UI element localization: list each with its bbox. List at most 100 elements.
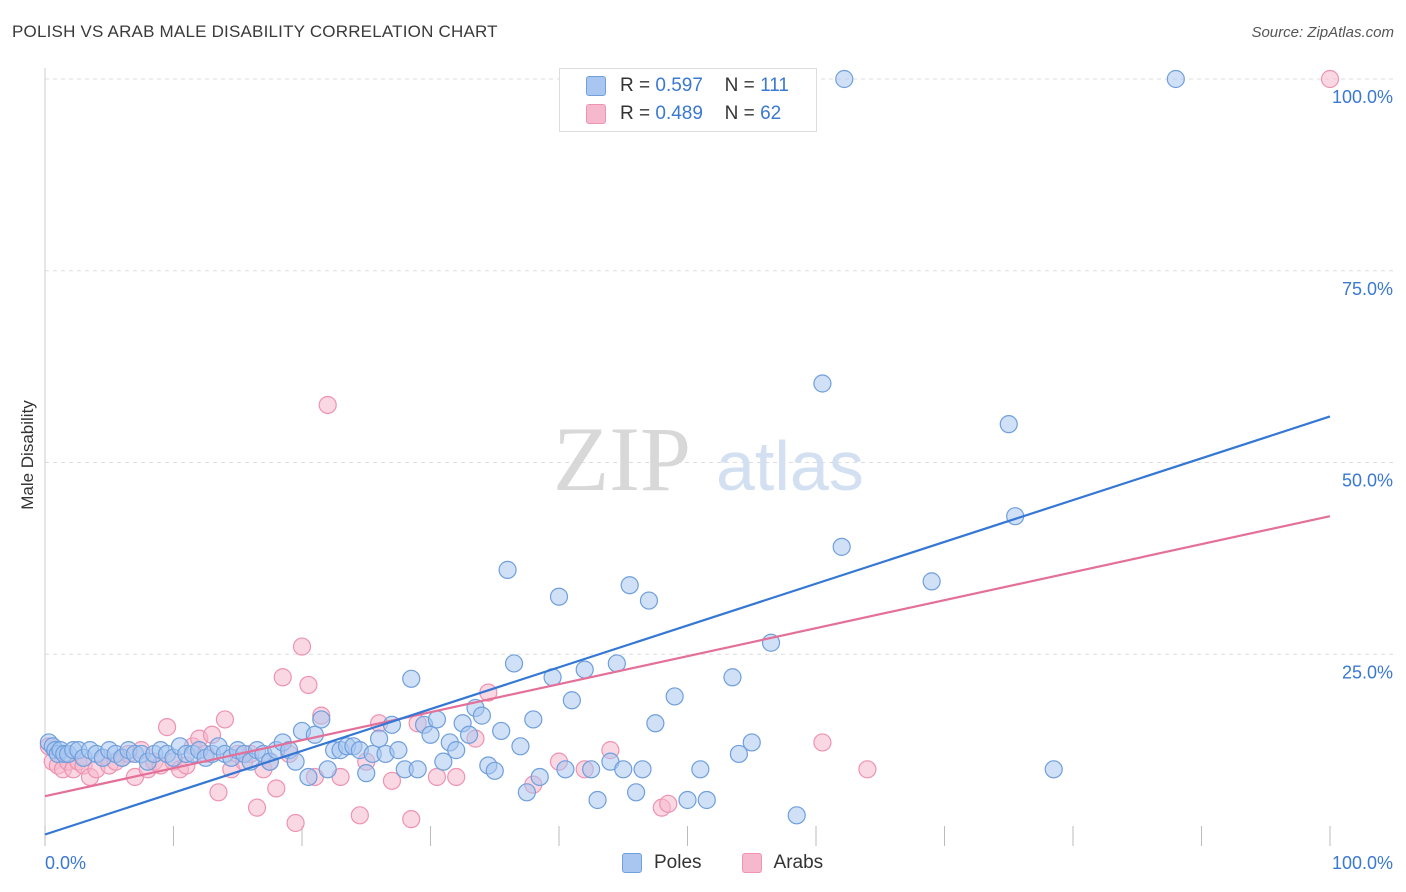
source-label: Source: ZipAtlas.com — [1251, 24, 1394, 41]
arabs-point — [157, 718, 177, 737]
x-tick-label: 0.0% — [45, 853, 86, 873]
poles-point — [646, 714, 665, 733]
poles-point — [922, 572, 941, 591]
poles-point — [459, 725, 479, 744]
poles-point — [357, 764, 376, 783]
poles-point — [312, 710, 331, 729]
poles-point — [582, 760, 601, 779]
arabs-n-value: 62 — [760, 103, 782, 124]
poles-point — [742, 733, 761, 752]
arabs-point — [1320, 69, 1340, 89]
poles-point — [511, 737, 530, 756]
arabs-point — [273, 668, 292, 687]
poles-point — [723, 668, 742, 687]
arabs-point — [299, 675, 318, 695]
poles-point — [639, 591, 659, 610]
arabs-point — [350, 806, 369, 825]
y-tick-label: 100.0% — [1332, 87, 1393, 107]
poles-point — [408, 760, 427, 779]
poles-point — [697, 790, 716, 810]
legend-item-arabs: Arabs — [741, 852, 824, 874]
poles-legend-label: Poles — [654, 852, 702, 873]
poles-point — [614, 760, 633, 779]
arabs-legend-label: Arabs — [773, 852, 824, 873]
poles-point — [678, 790, 697, 810]
series-poles — [39, 69, 1185, 825]
poles-trend-line — [44, 415, 1331, 836]
arabs-point — [447, 767, 466, 787]
arabs-point — [292, 637, 312, 656]
poles-point — [832, 537, 851, 556]
poles-point — [504, 654, 524, 673]
poles-point — [729, 744, 749, 764]
arabs-legend-swatch — [741, 853, 762, 873]
poles-point — [305, 725, 324, 744]
arabs-point — [247, 798, 267, 817]
arabs-trend-line — [44, 515, 1331, 798]
arabs-point — [659, 794, 678, 813]
r-label: R = — [620, 103, 651, 124]
poles-point — [421, 725, 440, 744]
poles-swatch — [586, 76, 606, 96]
legend-item-poles: Poles — [622, 852, 702, 874]
poles-point — [626, 783, 646, 802]
poles-point — [787, 806, 806, 825]
x-tick-label: 100.0% — [1332, 853, 1393, 873]
poles-point — [530, 767, 549, 787]
arabs-point — [318, 395, 337, 415]
poles-point — [318, 760, 337, 779]
poles-point — [1166, 69, 1185, 89]
poles-point — [485, 761, 504, 780]
r-label: R = — [620, 75, 651, 96]
arabs-point — [209, 783, 228, 802]
poles-point — [1044, 760, 1063, 779]
grid-lines — [45, 78, 1395, 655]
arabs-point — [402, 810, 421, 829]
poles-r-value: 0.597 — [655, 75, 703, 96]
trend-lines — [44, 415, 1331, 836]
poles-point — [389, 741, 408, 760]
poles-point — [549, 587, 569, 606]
poles-point — [999, 415, 1018, 434]
poles-point — [562, 691, 581, 710]
arabs-swatch — [586, 104, 606, 124]
arabs-point — [813, 733, 832, 752]
series-legend: Poles Arabs — [622, 852, 863, 874]
poles-point — [691, 760, 710, 779]
arabs-point — [286, 813, 305, 833]
y-tick-label: 75.0% — [1342, 279, 1393, 299]
poles-point — [472, 706, 491, 725]
poles-point — [813, 374, 832, 393]
axes — [44, 68, 1331, 846]
legend-row-poles: R = 0.597 N = 111 — [586, 73, 789, 99]
poles-legend-swatch — [622, 853, 642, 873]
poles-point — [575, 660, 594, 679]
poles-point — [633, 760, 652, 779]
n-label: N = — [724, 103, 755, 124]
arabs-point — [858, 760, 877, 779]
arabs-point — [427, 767, 447, 787]
poles-point — [620, 576, 639, 595]
poles-point — [498, 560, 517, 579]
poles-point — [447, 741, 466, 760]
poles-point — [517, 783, 536, 802]
n-label: N = — [724, 75, 755, 96]
chart-title: POLISH VS ARAB MALE DISABILITY CORRELATI… — [12, 22, 498, 41]
poles-point — [427, 710, 447, 729]
arabs-point — [267, 779, 286, 798]
correlation-legend: R = 0.597 N = 111 R = 0.489 N = 62 — [559, 68, 817, 132]
poles-n-value: 111 — [760, 75, 789, 96]
watermark-zip: ZIP — [553, 408, 691, 510]
poles-point — [524, 710, 543, 729]
watermark: ZIP atlas — [553, 408, 864, 510]
poles-point — [835, 69, 854, 89]
arabs-r-value: 0.489 — [655, 103, 703, 124]
y-tick-label: 50.0% — [1342, 471, 1393, 491]
poles-point — [370, 729, 389, 748]
poles-point — [402, 669, 421, 688]
tick-labels: 25.0% 50.0% 75.0% 100.0% 0.0% 100.0% — [45, 87, 1393, 873]
arabs-point — [382, 771, 402, 790]
y-tick-label: 25.0% — [1342, 662, 1393, 682]
arabs-point — [215, 710, 234, 729]
